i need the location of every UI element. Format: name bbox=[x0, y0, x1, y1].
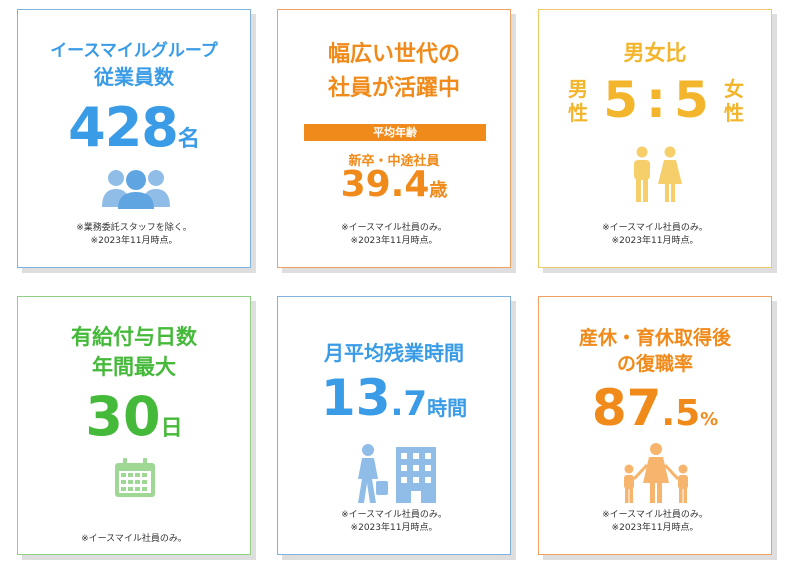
average-age-bar: 平均年齢 bbox=[304, 124, 486, 141]
card-title-line1: 幅広い世代の bbox=[327, 42, 460, 67]
average-age-value: 39.4歳 bbox=[278, 164, 510, 205]
note-line1: ※イースマイル社員のみ。 bbox=[341, 510, 447, 520]
employee-count-value: 428名 bbox=[18, 96, 250, 159]
value-unit: 名 bbox=[177, 127, 200, 152]
note-line1: ※イースマイル社員のみ。 bbox=[602, 223, 708, 233]
card-title: 月平均残業時間 bbox=[324, 341, 464, 365]
card-title-line2: 年間最大 bbox=[92, 355, 176, 379]
value-number: 30 bbox=[85, 385, 161, 448]
note-line2: ※2023年11月時点。 bbox=[350, 523, 438, 533]
average-age-card: 幅広い世代の 社員が活躍中 平均年齢 新卒・中途社員 39.4歳 ※イースマイル… bbox=[277, 9, 511, 268]
value-number: 428 bbox=[68, 96, 179, 159]
female-label-char2: 性 bbox=[724, 101, 744, 125]
male-label-char2: 性 bbox=[568, 101, 588, 125]
sub-label: 新卒・中途社員 bbox=[348, 154, 440, 169]
return-rate-card: 産休・育休取得後 の復職率 87.5% ※イースマイル社員のみ。 ※2023年1… bbox=[538, 296, 772, 555]
employee-count-card: イースマイルグループ 従業員数 428名 ※業務委託スタッフを除く。 ※2023… bbox=[17, 9, 251, 268]
male-label-char1: 男 bbox=[568, 77, 588, 101]
man-woman-icon bbox=[634, 146, 682, 202]
value-unit: 歳 bbox=[429, 180, 448, 201]
card-title-line1: 産休・育休取得後 bbox=[578, 327, 731, 349]
value-number-int: 13 bbox=[320, 369, 391, 427]
gender-ratio-value: 5:5 bbox=[593, 72, 719, 128]
calendar-icon bbox=[115, 458, 155, 497]
card-title-line2: 社員が活躍中 bbox=[327, 76, 460, 101]
card-title-line2: の復職率 bbox=[616, 353, 693, 375]
family-icon bbox=[624, 443, 688, 503]
card-title-line1: 有給付与日数 bbox=[71, 325, 197, 349]
overtime-value: 13.7時間 bbox=[278, 369, 510, 427]
male-ratio: 5 bbox=[603, 71, 638, 129]
value-unit: 時間 bbox=[427, 396, 468, 420]
value-number-dec: .7 bbox=[390, 384, 428, 424]
female-label: 女 性 bbox=[721, 77, 747, 125]
commuter-building-icon bbox=[358, 444, 436, 503]
value-unit: % bbox=[700, 409, 719, 430]
card-title-line2: 従業員数 bbox=[94, 65, 174, 89]
card-title: 男女比 bbox=[623, 41, 687, 65]
note-line1: ※イースマイル社員のみ。 bbox=[341, 223, 447, 233]
paid-leave-value: 30日 bbox=[18, 385, 250, 448]
note-line1: ※イースマイル社員のみ。 bbox=[81, 534, 187, 544]
paid-leave-card: 有給付与日数 年間最大 30日 ※イースマイル社員のみ。 bbox=[17, 296, 251, 555]
female-ratio: 5 bbox=[674, 71, 709, 129]
male-label: 男 性 bbox=[565, 77, 591, 125]
ratio-separator: : bbox=[646, 71, 666, 129]
note-line1: ※イースマイル社員のみ。 bbox=[602, 510, 708, 520]
note-line2: ※2023年11月時点。 bbox=[611, 236, 699, 246]
note-line2: ※2023年11月時点。 bbox=[90, 236, 178, 246]
return-rate-value: 87.5% bbox=[539, 379, 771, 437]
female-label-char1: 女 bbox=[724, 77, 744, 101]
value-number-dec: .5 bbox=[661, 393, 701, 434]
note-line2: ※2023年11月時点。 bbox=[611, 523, 699, 533]
gender-ratio-card: 男女比 男 性 5:5 女 性 ※イースマイル社員のみ。 ※2023年11月時点… bbox=[538, 9, 772, 268]
note-line2: ※2023年11月時点。 bbox=[350, 236, 438, 246]
card-title-line1: イースマイルグループ bbox=[50, 41, 218, 61]
value-unit: 日 bbox=[160, 416, 183, 441]
note-line1: ※業務委託スタッフを除く。 bbox=[76, 223, 192, 233]
overtime-card: 月平均残業時間 13.7時間 ※イースマイル社員のみ。 ※2023年11月時点。 bbox=[277, 296, 511, 555]
value-number-int: 87 bbox=[591, 379, 662, 437]
value-number: 39.4 bbox=[340, 164, 430, 205]
people-group-icon bbox=[102, 170, 170, 209]
